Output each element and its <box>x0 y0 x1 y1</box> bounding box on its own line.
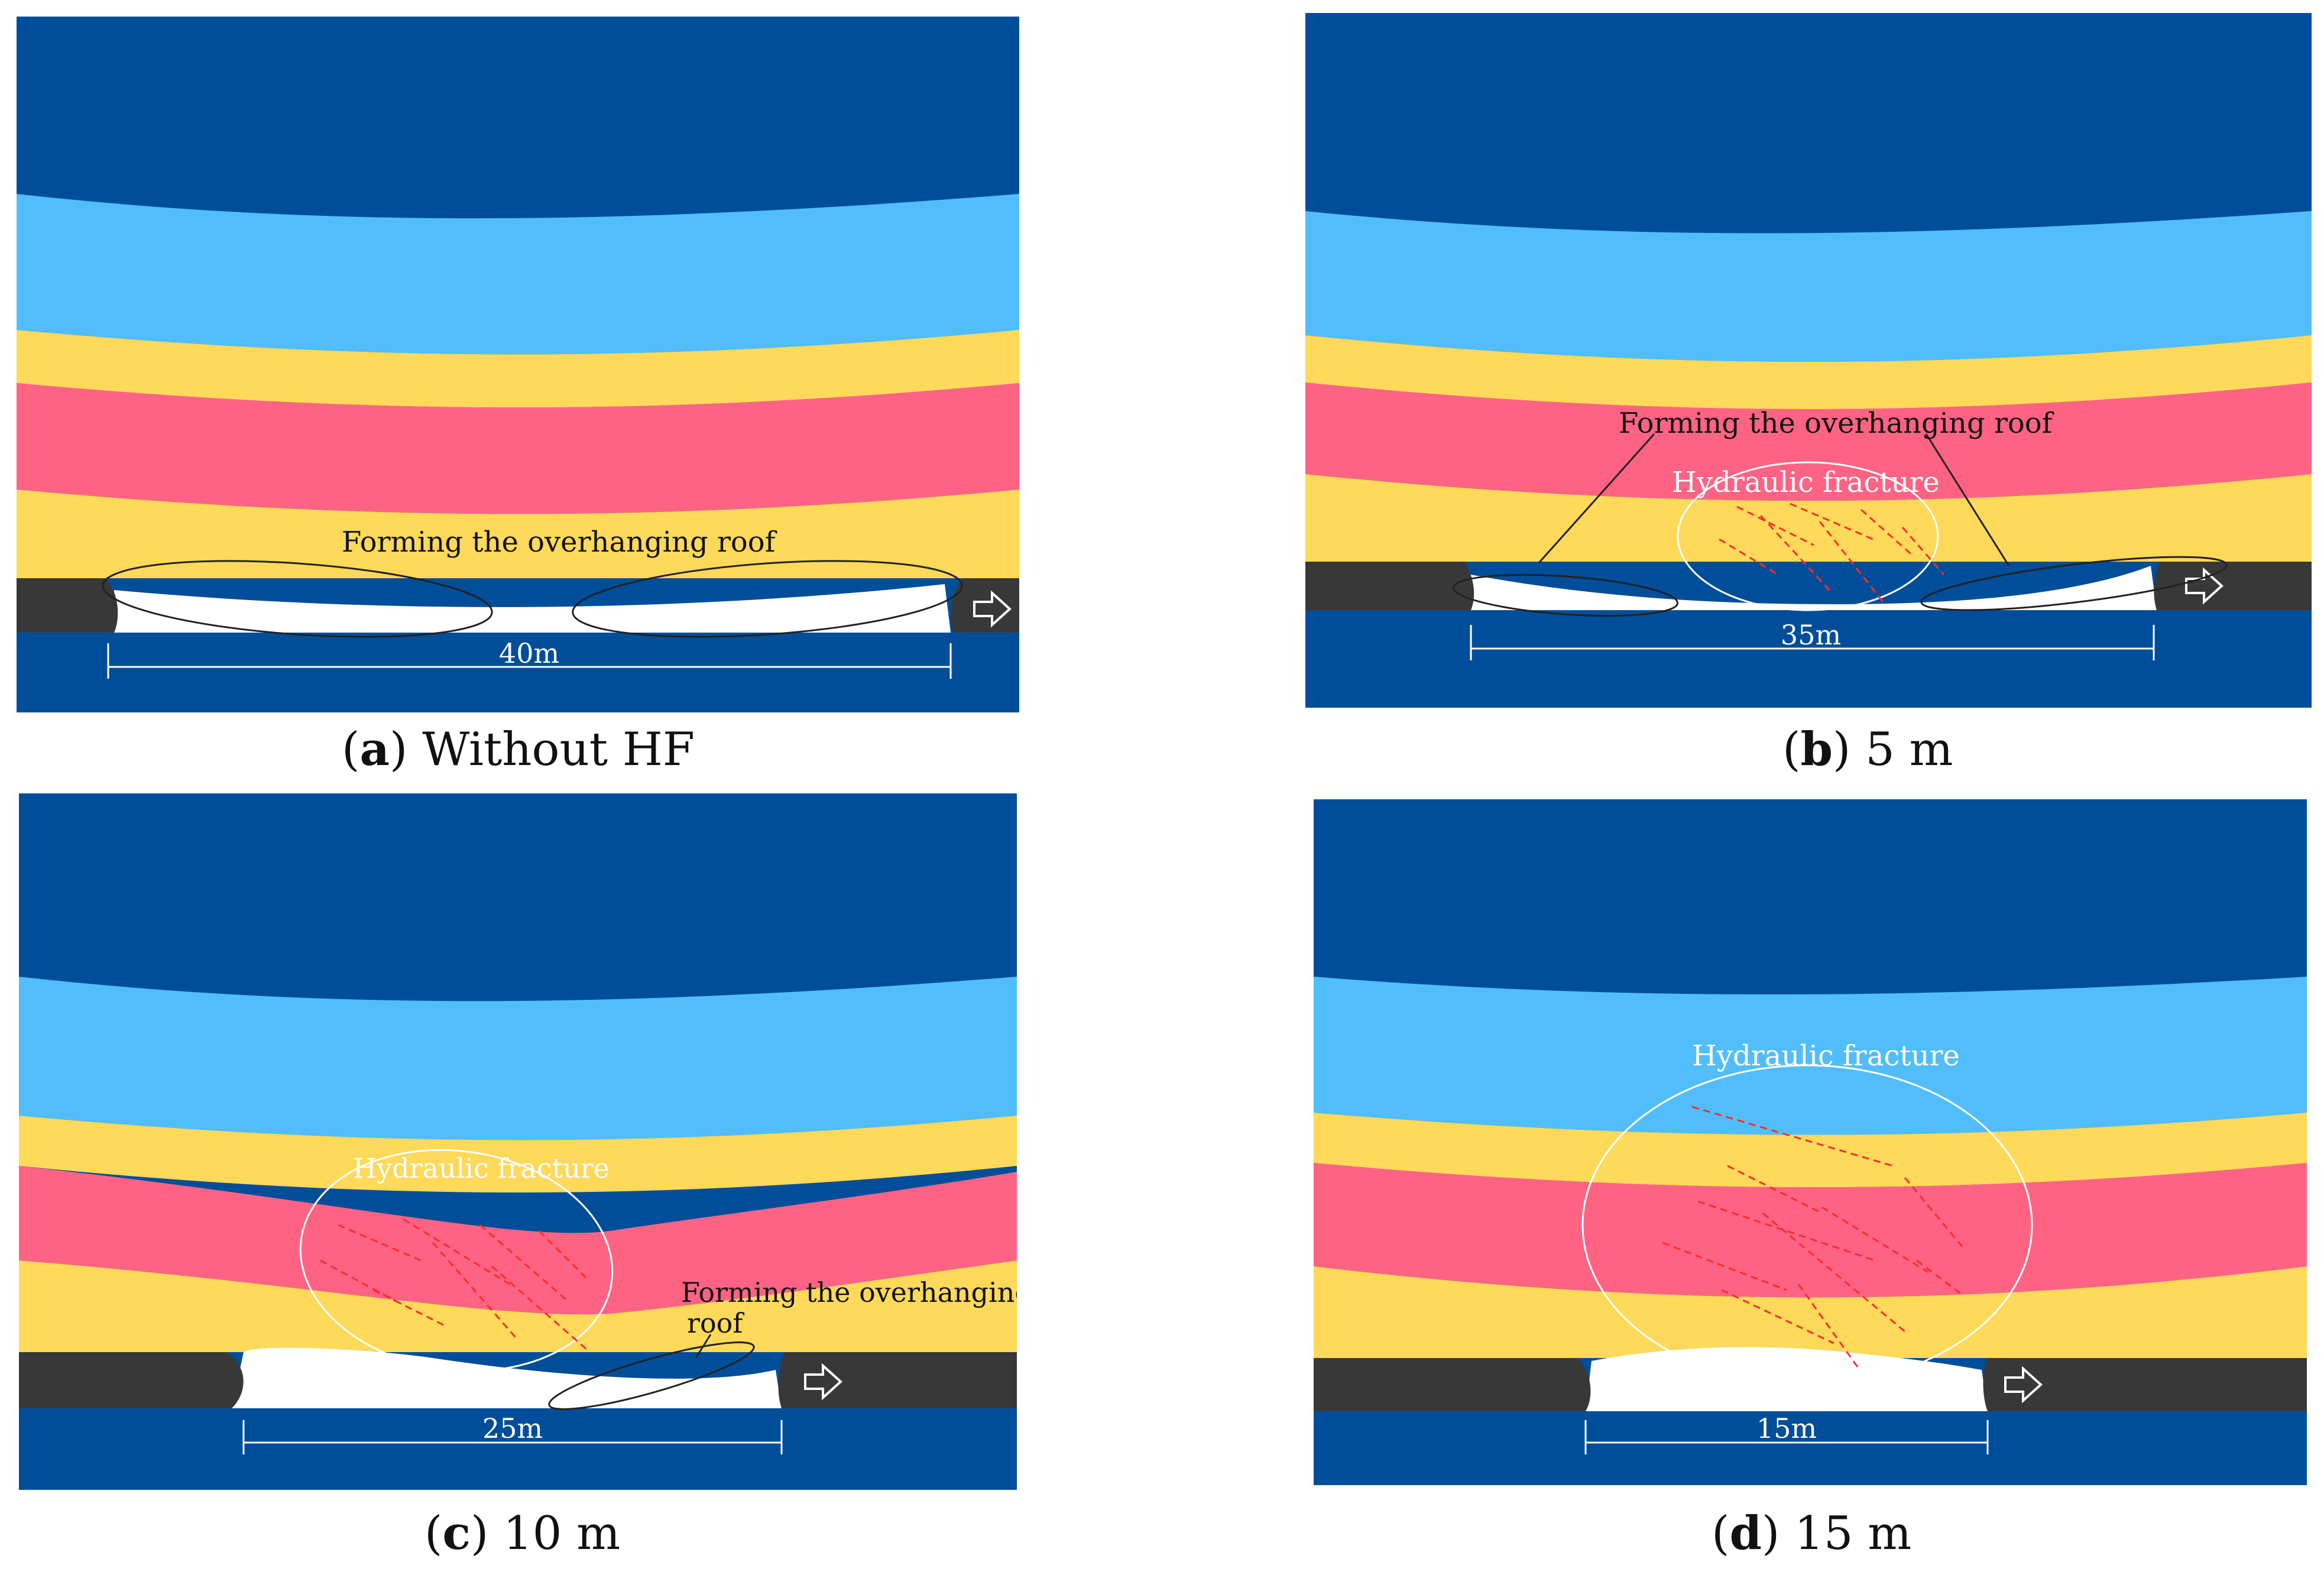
panel-c: 25m Hydraulic fracture Forming the overh… <box>19 793 1017 1490</box>
upper-yellow-layer <box>19 1116 1017 1192</box>
hydraulic-fracture-label: Hydraulic fracture <box>353 1152 610 1184</box>
floor-strata <box>17 633 1019 712</box>
span-label: 25m <box>482 1412 543 1444</box>
upper-yellow-layer <box>1305 335 2312 409</box>
hydraulic-fracture-lines <box>1662 1106 1965 1367</box>
light-blue-layer <box>19 977 1017 1140</box>
pink-layer <box>19 1166 1017 1315</box>
light-blue-layer <box>1314 977 2307 1135</box>
overhang-ellipse <box>548 1341 755 1410</box>
hydraulic-fracture-label: Hydraulic fracture <box>1692 1039 1960 1072</box>
overhang-annotation-line2: roof <box>687 1307 744 1339</box>
upper-yellow-layer <box>1314 1113 2307 1188</box>
advance-arrow-icon <box>2004 1366 2043 1404</box>
panel-a: 40m Forming the overhanging roof <box>17 17 1019 712</box>
overhang-ellipse-right <box>572 560 963 638</box>
overhang-annotation: Forming the overhanging roof <box>342 526 777 559</box>
lower-yellow-layer <box>1305 474 2312 562</box>
goaf-void <box>1465 566 2157 610</box>
right-coal-pillar <box>951 578 1019 633</box>
pink-layer <box>1305 383 2312 501</box>
panel-a-letter: a <box>359 722 390 776</box>
span-label: 15m <box>1756 1412 1817 1444</box>
overhang-ellipse-left <box>1452 573 1679 617</box>
goaf-void <box>1586 1347 1988 1411</box>
right-coal-pillar <box>2154 562 2312 610</box>
panel-a-caption: (a) Without HF <box>342 722 695 776</box>
hydraulic-fracture-zone <box>1581 1064 2033 1386</box>
panel-c-caption-text: 10 m <box>503 1507 621 1560</box>
panel-b-caption: (b) 5 m <box>1782 722 1953 776</box>
hydraulic-fracture-zone <box>299 1149 614 1372</box>
panel-c-letter: c <box>442 1506 471 1560</box>
panel-a-diagram: 40m Forming the overhanging roof <box>17 17 1019 712</box>
hydraulic-fracture-label: Hydraulic fracture <box>1672 466 1940 499</box>
span-label: 35m <box>1781 619 1841 651</box>
right-coal-pillar <box>778 1352 1017 1408</box>
left-coal-pillar <box>1305 562 1474 610</box>
panel-c-caption: (c) 10 m <box>424 1506 621 1560</box>
overhang-ellipse-left <box>102 560 493 638</box>
floor-strata <box>1305 610 2312 708</box>
left-coal-pillar <box>17 578 118 633</box>
lower-yellow-layer <box>17 490 1019 578</box>
light-blue-layer <box>1305 211 2312 362</box>
lower-yellow-layer <box>19 1260 1017 1352</box>
hydraulic-fracture-zone <box>1677 461 1939 611</box>
panel-b-letter: b <box>1800 722 1833 776</box>
upper-yellow-layer <box>17 330 1019 408</box>
span-label: 40m <box>499 637 559 669</box>
floor-strata <box>19 1408 1017 1490</box>
panel-d-letter: d <box>1729 1506 1762 1560</box>
pink-layer <box>17 383 1019 514</box>
left-coal-pillar <box>19 1352 244 1408</box>
advance-arrow-icon <box>973 590 1012 628</box>
lower-yellow-layer <box>1314 1266 2307 1358</box>
light-blue-layer <box>17 194 1019 355</box>
hydraulic-fracture-lines <box>1719 503 1945 605</box>
pink-layer <box>1314 1163 2307 1298</box>
overhang-ellipse-right <box>1920 556 2228 611</box>
panel-a-caption-text: Without HF <box>422 723 695 776</box>
goaf-void <box>108 584 951 633</box>
panel-c-diagram: 25m Hydraulic fracture Forming the overh… <box>19 793 1017 1490</box>
panel-d-caption-text: 15 m <box>1794 1507 1912 1560</box>
panel-b-caption-text: 5 m <box>1865 723 1953 776</box>
callout-line <box>695 1334 712 1359</box>
advance-arrow-icon <box>804 1363 842 1401</box>
overhang-annotation-line1: Forming the overhanging <box>681 1276 1017 1308</box>
panel-d-diagram: 15m Hydraulic fracture <box>1314 799 2307 1485</box>
panel-d: 15m Hydraulic fracture <box>1314 799 2307 1485</box>
callout-line-left <box>1538 433 1655 564</box>
floor-strata <box>1314 1411 2307 1485</box>
panel-b: 35m Forming the overhanging roof Hydraul… <box>1305 13 2312 708</box>
right-coal-pillar <box>1983 1358 2307 1411</box>
panel-b-diagram: 35m Forming the overhanging roof Hydraul… <box>1305 13 2312 708</box>
callout-line-right <box>1925 433 2010 566</box>
panel-d-caption: (d) 15 m <box>1712 1506 1912 1560</box>
hydraulic-fracture-lines <box>320 1218 588 1350</box>
goaf-void <box>232 1347 782 1408</box>
overhang-annotation: Forming the overhanging roof <box>1619 407 2054 440</box>
left-coal-pillar <box>1314 1358 1591 1411</box>
